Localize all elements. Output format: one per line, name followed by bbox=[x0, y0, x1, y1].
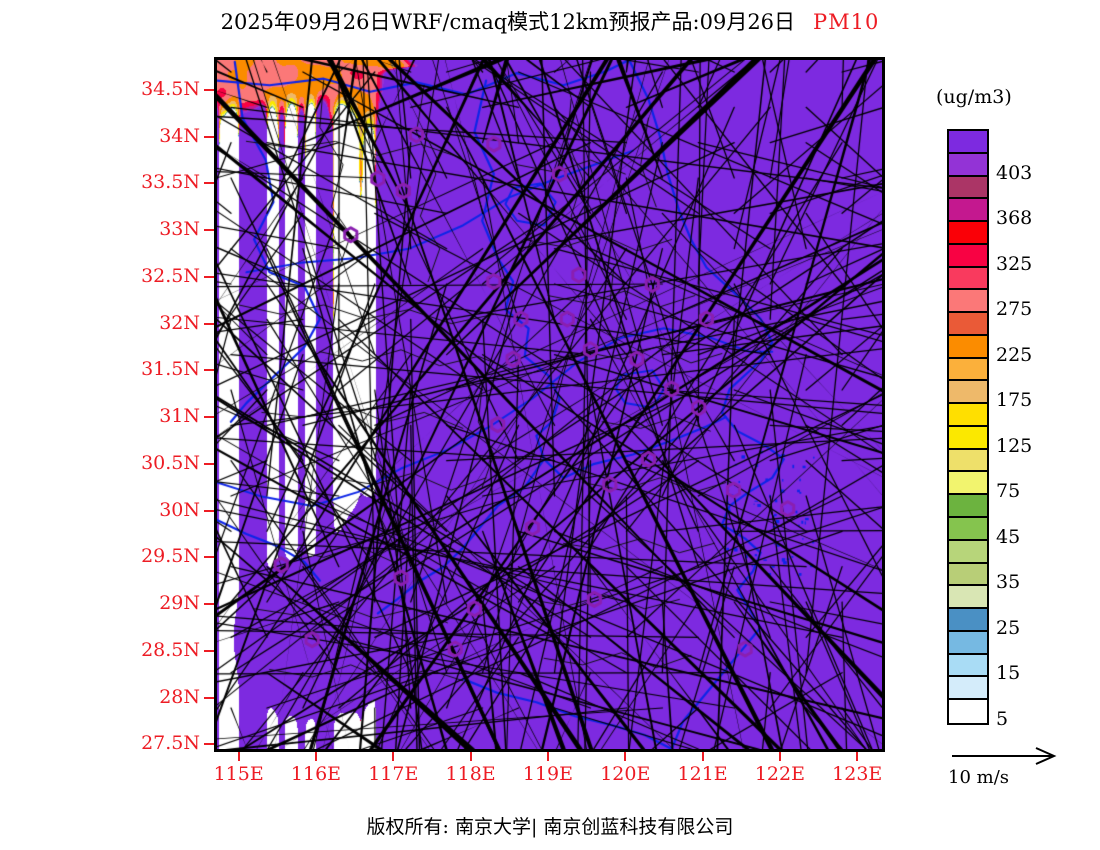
colorbar-tick-label: 5 bbox=[996, 708, 1009, 730]
latitude-tick-label: 29N bbox=[159, 592, 200, 615]
colorbar-band bbox=[949, 176, 987, 200]
colorbar-band bbox=[949, 472, 987, 496]
colorbar-tick-label: 225 bbox=[996, 343, 1033, 366]
latitude-tick bbox=[204, 88, 214, 91]
colorbar-band bbox=[949, 609, 987, 632]
longitude-tick-label: 120E bbox=[600, 763, 651, 785]
wind-arrow-icon bbox=[952, 747, 1057, 765]
latitude-tick-label: 32N bbox=[159, 311, 200, 334]
colorbar-tick-label: 325 bbox=[996, 252, 1033, 275]
latitude-tick-label: 29.5N bbox=[141, 545, 200, 568]
latitude-tick bbox=[204, 135, 214, 138]
latitude-tick-label: 31N bbox=[159, 405, 200, 428]
latitude-tick-label: 28.5N bbox=[141, 638, 200, 661]
latitude-tick-label: 28N bbox=[159, 685, 200, 708]
longitude-tick-label: 115E bbox=[213, 763, 264, 785]
colorbar[interactable] bbox=[947, 129, 989, 725]
colorbar-band bbox=[949, 131, 987, 154]
latitude-tick bbox=[204, 462, 214, 465]
colorbar-band bbox=[949, 518, 987, 541]
colorbar-band bbox=[949, 244, 987, 268]
latitude-tick bbox=[204, 322, 214, 325]
colorbar-tick-label: 75 bbox=[996, 480, 1021, 503]
colorbar-band bbox=[949, 313, 987, 336]
colorbar-band bbox=[949, 222, 987, 245]
latitude-tick-label: 30.5N bbox=[141, 451, 200, 474]
colorbar-band bbox=[949, 449, 987, 473]
longitude-tick-label: 122E bbox=[754, 763, 805, 785]
latitude-tick bbox=[204, 369, 214, 372]
longitude-tick bbox=[469, 752, 472, 761]
latitude-tick-label: 33N bbox=[159, 218, 200, 241]
colorbar-units-label: (ug/m3) bbox=[936, 86, 1012, 108]
latitude-tick-label: 27.5N bbox=[141, 732, 200, 755]
colorbar-band bbox=[949, 426, 987, 450]
longitude-tick bbox=[856, 752, 859, 761]
colorbar-band bbox=[949, 153, 987, 177]
title-pollutant: PM10 bbox=[813, 10, 880, 34]
title-main: 2025年09月26日WRF/cmaq模式12km预报产品:09月26日 bbox=[220, 10, 796, 34]
colorbar-band bbox=[949, 540, 987, 564]
colorbar-band bbox=[949, 267, 987, 291]
latitude-tick-label: 34N bbox=[159, 124, 200, 147]
colorbar-band bbox=[949, 358, 987, 382]
colorbar-band bbox=[949, 700, 987, 723]
longitude-tick-label: 117E bbox=[368, 763, 419, 785]
colorbar-tick-label: 403 bbox=[996, 161, 1033, 184]
colorbar-band bbox=[949, 290, 987, 314]
page-title: 2025年09月26日WRF/cmaq模式12km预报产品:09月26日 PM10 bbox=[0, 6, 1100, 36]
colorbar-tick-label: 125 bbox=[996, 434, 1033, 457]
longitude-tick bbox=[546, 752, 549, 761]
copyright-footer: 版权所有: 南京大学| 南京创蓝科技有限公司 bbox=[366, 816, 734, 838]
colorbar-band bbox=[949, 404, 987, 427]
latitude-tick bbox=[204, 743, 214, 746]
colorbar-band bbox=[949, 631, 987, 655]
colorbar-band bbox=[949, 586, 987, 610]
colorbar-band bbox=[949, 654, 987, 678]
longitude-tick bbox=[314, 752, 317, 761]
longitude-tick-label: 116E bbox=[290, 763, 342, 785]
longitude-tick-label: 121E bbox=[677, 763, 728, 785]
colorbar-tick-label: 45 bbox=[996, 525, 1021, 548]
latitude-tick bbox=[204, 556, 214, 559]
wind-scale-key: 10 m/s bbox=[948, 745, 1078, 791]
colorbar-band bbox=[949, 335, 987, 359]
colorbar-tick-label: 368 bbox=[996, 207, 1033, 230]
colorbar-band bbox=[949, 495, 987, 519]
longitude-tick bbox=[392, 752, 395, 761]
longitude-tick bbox=[778, 752, 781, 761]
concentration-field-canvas bbox=[217, 60, 882, 749]
latitude-tick-label: 33.5N bbox=[141, 171, 200, 194]
colorbar-band bbox=[949, 199, 987, 223]
longitude-tick bbox=[237, 752, 240, 761]
latitude-tick bbox=[204, 182, 214, 185]
latitude-tick bbox=[204, 603, 214, 606]
colorbar-tick-label: 175 bbox=[996, 389, 1033, 412]
latitude-tick-label: 32.5N bbox=[141, 264, 200, 287]
latitude-tick bbox=[204, 696, 214, 699]
colorbar-tick-label: 35 bbox=[996, 571, 1021, 594]
longitude-tick bbox=[624, 752, 627, 761]
colorbar-band bbox=[949, 381, 987, 405]
longitude-tick-label: 119E bbox=[522, 763, 574, 785]
colorbar-tick-label: 15 bbox=[996, 662, 1021, 685]
colorbar-tick-label: 25 bbox=[996, 616, 1021, 639]
latitude-tick-label: 31.5N bbox=[141, 358, 200, 381]
colorbar-band bbox=[949, 563, 987, 587]
latitude-tick bbox=[204, 229, 214, 232]
latitude-tick bbox=[204, 509, 214, 512]
latitude-tick bbox=[204, 649, 214, 652]
colorbar-tick-label: 275 bbox=[996, 298, 1033, 321]
latitude-tick bbox=[204, 416, 214, 419]
wind-scale-label: 10 m/s bbox=[948, 767, 1009, 788]
longitude-tick bbox=[701, 752, 704, 761]
longitude-tick-label: 123E bbox=[832, 763, 883, 785]
longitude-tick-label: 118E bbox=[445, 763, 496, 785]
forecast-map-panel[interactable] bbox=[214, 57, 885, 752]
latitude-tick bbox=[204, 275, 214, 278]
latitude-tick-label: 34.5N bbox=[141, 77, 200, 100]
latitude-tick-label: 30N bbox=[159, 498, 200, 521]
colorbar-band bbox=[949, 677, 987, 701]
